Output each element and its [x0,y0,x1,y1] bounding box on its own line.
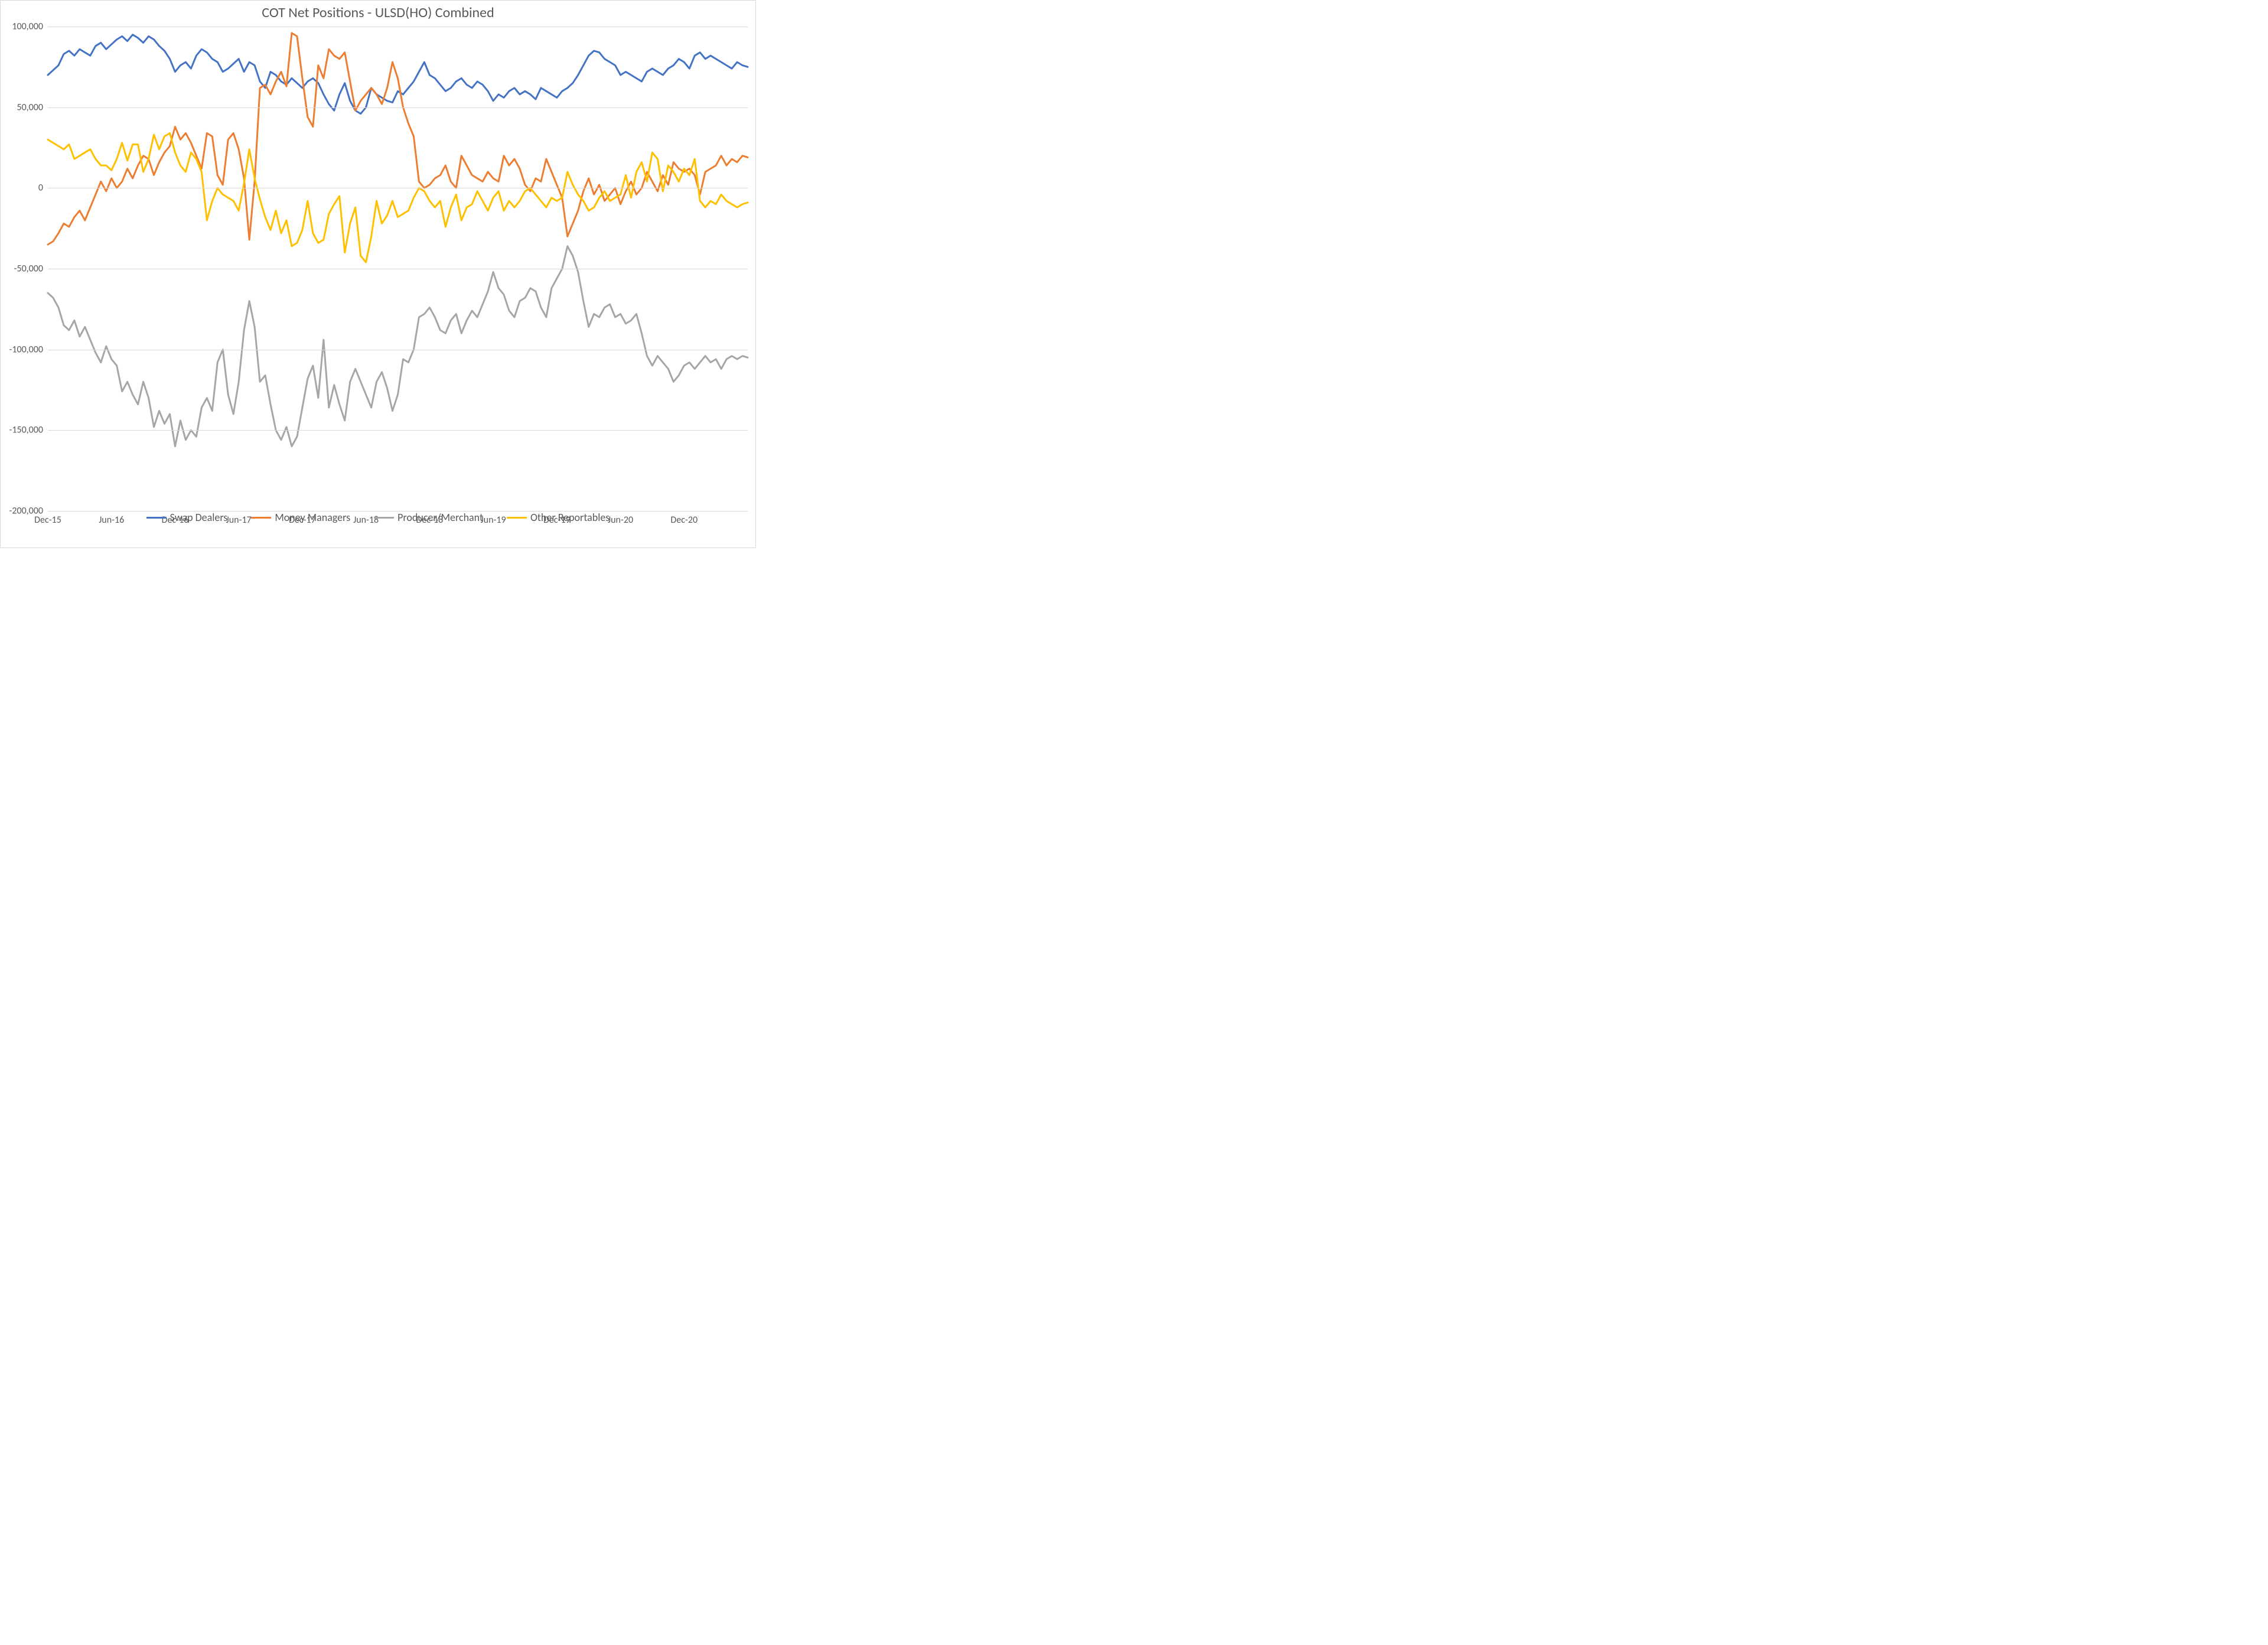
chart-legend: Swap Dealers Money Managers Producer/Merch… [1,511,755,524]
y-axis-label: 0 [38,183,48,194]
legend-swatch [507,517,527,519]
legend-label: Producer/Merchant [397,511,483,524]
legend-swatch [374,517,394,519]
chart-container: COT Net Positions - ULSD(HO) Combined -2… [0,0,756,548]
gridline [48,430,748,431]
y-axis-label: 50,000 [17,102,48,113]
series-line [48,246,748,447]
y-axis-label: -150,000 [9,425,48,436]
legend-label: Other Reportables [530,511,610,524]
y-axis-label: -100,000 [9,344,48,355]
plot-area: -200,000-150,000-100,000-50,000050,00010… [48,27,748,511]
legend-label: Swap Dealers [170,511,228,524]
legend-swatch [146,517,167,519]
series-line [48,35,748,114]
legend-item: Swap Dealers [146,511,228,524]
series-line [48,133,748,262]
legend-label: Money Managers [275,511,350,524]
legend-item: Producer/Merchant [374,511,483,524]
legend-item: Money Managers [251,511,350,524]
y-axis-label: -50,000 [14,263,48,275]
chart-title: COT Net Positions - ULSD(HO) Combined [1,4,755,21]
legend-item: Other Reportables [507,511,610,524]
legend-swatch [251,517,271,519]
y-axis-label: 100,000 [12,21,48,32]
